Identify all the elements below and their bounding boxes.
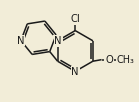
- Text: N: N: [54, 36, 62, 46]
- Text: Cl: Cl: [70, 14, 80, 24]
- Text: O: O: [105, 55, 113, 65]
- Text: CH₃: CH₃: [117, 55, 135, 65]
- Text: N: N: [17, 36, 25, 46]
- Text: N: N: [71, 67, 79, 77]
